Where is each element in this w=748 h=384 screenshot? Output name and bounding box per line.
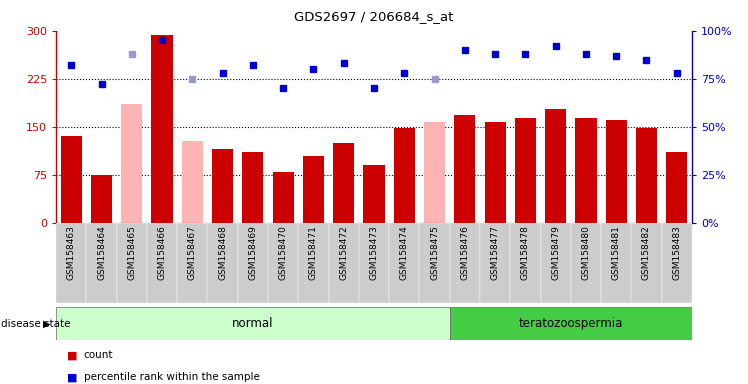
- Bar: [212, 149, 233, 223]
- Text: GSM158481: GSM158481: [612, 225, 621, 280]
- Text: GSM158482: GSM158482: [642, 225, 651, 280]
- Bar: [545, 109, 566, 223]
- Bar: [298, 223, 328, 303]
- Text: GSM158477: GSM158477: [491, 225, 500, 280]
- Bar: [450, 223, 480, 303]
- Bar: [328, 223, 359, 303]
- Bar: [389, 223, 420, 303]
- Bar: [359, 223, 389, 303]
- Bar: [333, 143, 355, 223]
- Bar: [631, 223, 662, 303]
- Text: GSM158464: GSM158464: [97, 225, 106, 280]
- Text: GSM158475: GSM158475: [430, 225, 439, 280]
- Text: GSM158465: GSM158465: [127, 225, 136, 280]
- Text: GSM158472: GSM158472: [340, 225, 349, 280]
- Text: percentile rank within the sample: percentile rank within the sample: [84, 372, 260, 382]
- Text: teratozoospermia: teratozoospermia: [518, 317, 623, 330]
- Text: disease state: disease state: [1, 318, 70, 329]
- Bar: [177, 223, 207, 303]
- Text: count: count: [84, 350, 113, 360]
- Bar: [515, 118, 536, 223]
- Bar: [480, 223, 510, 303]
- Bar: [364, 165, 384, 223]
- Bar: [606, 120, 627, 223]
- Bar: [662, 223, 692, 303]
- Bar: [601, 223, 631, 303]
- Text: GSM158479: GSM158479: [551, 225, 560, 280]
- Text: ▶: ▶: [43, 318, 51, 329]
- Bar: [56, 223, 86, 303]
- Bar: [450, 307, 692, 340]
- Bar: [86, 223, 117, 303]
- Text: GSM158480: GSM158480: [581, 225, 590, 280]
- Bar: [510, 223, 541, 303]
- Text: ■: ■: [67, 372, 78, 382]
- Bar: [541, 223, 571, 303]
- Text: GSM158470: GSM158470: [279, 225, 288, 280]
- Bar: [424, 122, 445, 223]
- Bar: [268, 223, 298, 303]
- Text: GDS2697 / 206684_s_at: GDS2697 / 206684_s_at: [294, 10, 454, 23]
- Text: GSM158466: GSM158466: [158, 225, 167, 280]
- Bar: [147, 223, 177, 303]
- Bar: [303, 156, 324, 223]
- Bar: [56, 307, 450, 340]
- Text: GSM158467: GSM158467: [188, 225, 197, 280]
- Text: GSM158463: GSM158463: [67, 225, 76, 280]
- Text: GSM158469: GSM158469: [248, 225, 257, 280]
- Bar: [420, 223, 450, 303]
- Bar: [571, 223, 601, 303]
- Bar: [393, 128, 415, 223]
- Bar: [666, 152, 687, 223]
- Bar: [207, 223, 238, 303]
- Bar: [485, 122, 506, 223]
- Bar: [121, 104, 142, 223]
- Text: GSM158468: GSM158468: [218, 225, 227, 280]
- Bar: [151, 35, 173, 223]
- Bar: [238, 223, 268, 303]
- Bar: [636, 128, 657, 223]
- Text: ■: ■: [67, 350, 78, 360]
- Bar: [242, 152, 263, 223]
- Text: GSM158476: GSM158476: [460, 225, 469, 280]
- Bar: [117, 223, 147, 303]
- Bar: [454, 115, 476, 223]
- Bar: [61, 136, 82, 223]
- Bar: [272, 172, 294, 223]
- Text: GSM158483: GSM158483: [672, 225, 681, 280]
- Text: GSM158478: GSM158478: [521, 225, 530, 280]
- Bar: [91, 175, 112, 223]
- Bar: [575, 118, 596, 223]
- Text: GSM158474: GSM158474: [399, 225, 408, 280]
- Text: normal: normal: [232, 317, 274, 330]
- Bar: [182, 141, 203, 223]
- Text: GSM158471: GSM158471: [309, 225, 318, 280]
- Text: GSM158473: GSM158473: [370, 225, 378, 280]
